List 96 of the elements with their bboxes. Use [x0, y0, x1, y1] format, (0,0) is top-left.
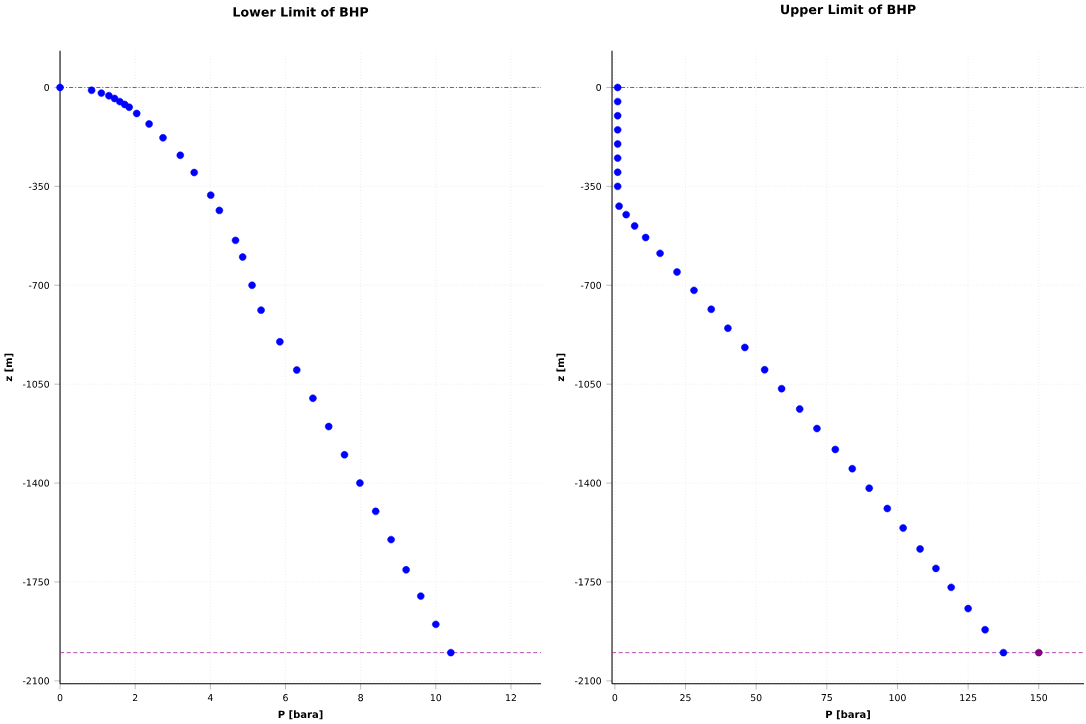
x-tick-label: 0	[57, 694, 63, 702]
point	[132, 109, 141, 118]
x-tick-label: 100	[889, 694, 906, 702]
point	[248, 281, 256, 290]
point	[707, 305, 715, 314]
y-tick-label: -1050	[22, 380, 50, 388]
point	[613, 182, 622, 191]
chart-title: Lower Limit of BHP	[233, 7, 369, 17]
y-tick-label: -1750	[574, 578, 601, 586]
point	[340, 451, 349, 459]
y-tick-label: 0	[44, 84, 50, 92]
point	[356, 479, 364, 487]
y-axis-title: z [m]	[4, 353, 14, 382]
y-tick-label: -1400	[22, 479, 50, 487]
point	[690, 286, 698, 295]
point	[613, 154, 622, 163]
y-tick-label: -1400	[574, 479, 601, 487]
y-tick-label: -700	[580, 281, 601, 289]
point	[865, 484, 873, 493]
point	[97, 89, 106, 98]
point	[324, 422, 333, 431]
point	[206, 191, 215, 200]
y-tick-label: -2100	[22, 677, 50, 685]
point	[432, 620, 440, 629]
point	[190, 168, 198, 177]
point	[813, 424, 821, 433]
y-tick-label: -350	[28, 183, 50, 191]
x-tick-label: 6	[283, 694, 288, 702]
point	[831, 445, 840, 454]
point	[613, 112, 622, 120]
point	[622, 211, 630, 219]
point	[105, 92, 113, 100]
point	[56, 83, 64, 92]
x-tick-label: 12	[506, 694, 516, 702]
point	[309, 394, 317, 403]
point	[402, 566, 410, 574]
point	[795, 405, 804, 413]
point	[883, 504, 892, 513]
point	[417, 592, 425, 601]
point	[848, 465, 856, 473]
point	[231, 236, 240, 245]
point	[387, 536, 395, 544]
point	[145, 120, 153, 128]
point	[613, 98, 622, 106]
point	[176, 151, 185, 160]
point	[916, 545, 924, 553]
point	[613, 168, 622, 177]
x-tick-label: 10	[430, 694, 442, 702]
x-tick-label: 0	[612, 694, 618, 702]
point	[215, 206, 224, 215]
x-tick-label: 50	[750, 694, 762, 702]
x-axis-title: P [bara]	[826, 710, 870, 720]
y-axis-title: z [m]	[556, 353, 566, 382]
point	[656, 249, 664, 258]
point	[293, 366, 301, 374]
point	[724, 324, 732, 333]
x-tick-label: 2	[132, 694, 138, 702]
x-tick-label: 25	[680, 694, 691, 702]
point	[981, 626, 989, 634]
point	[257, 306, 265, 315]
x-tick-label: 4	[207, 694, 213, 702]
x-tick-label: 150	[1030, 694, 1048, 702]
point	[371, 507, 380, 516]
point	[932, 564, 940, 573]
y-tick-label: -350	[580, 183, 601, 191]
x-tick-label: 125	[960, 694, 977, 702]
point	[613, 140, 622, 148]
point	[777, 385, 786, 393]
point	[760, 366, 769, 374]
point	[125, 103, 133, 112]
point	[641, 233, 650, 242]
point	[741, 343, 749, 352]
point	[630, 222, 639, 230]
point	[899, 524, 907, 532]
point	[999, 649, 1008, 657]
point	[87, 86, 96, 95]
chart-title: Upper Limit of BHP	[781, 4, 916, 17]
point	[613, 83, 622, 92]
point	[673, 268, 681, 276]
x-tick-label: 8	[358, 694, 363, 702]
x-axis-title: P [bara]	[278, 710, 323, 720]
point	[1035, 649, 1043, 657]
point	[613, 126, 622, 134]
point	[238, 253, 247, 261]
point	[964, 604, 972, 613]
point	[447, 649, 455, 657]
point	[276, 338, 284, 346]
y-tick-label: -2100	[574, 677, 601, 685]
y-tick-label: -1050	[574, 380, 601, 388]
y-tick-label: -1750	[22, 578, 50, 586]
point	[947, 583, 955, 592]
x-tick-label: 75	[821, 694, 832, 702]
y-tick-label: 0	[596, 84, 601, 92]
point	[615, 202, 623, 211]
y-tick-label: -700	[28, 281, 50, 289]
point	[159, 134, 167, 142]
